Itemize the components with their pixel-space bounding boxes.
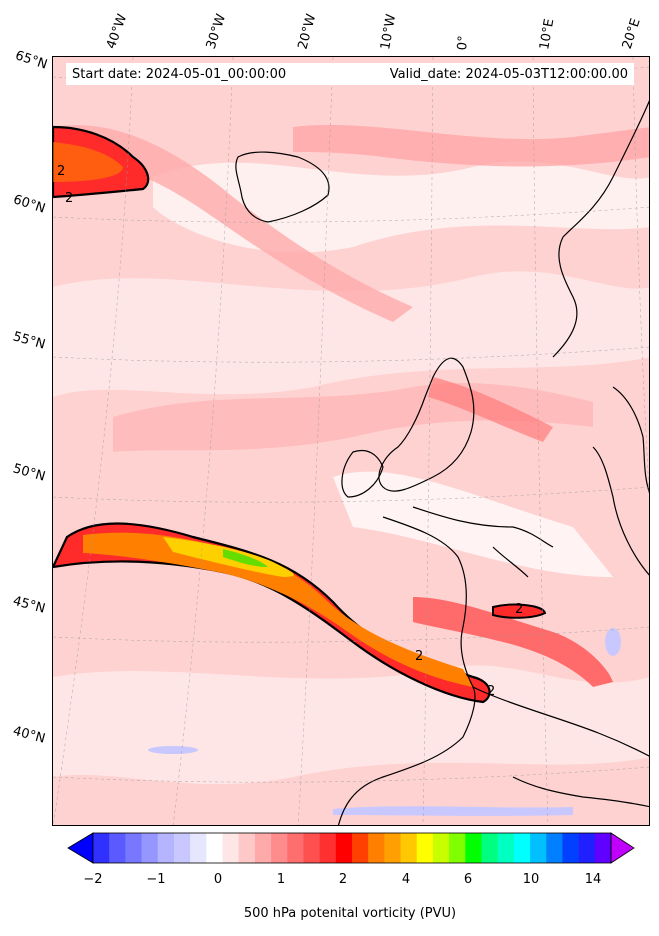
contour-label: 2 [487,684,495,699]
longitude-label: 40°W [103,12,131,51]
colorbar-extend-max [610,832,635,864]
colorbar-swatch [384,833,402,863]
potential-vorticity-map: 2 2 2 2 2 [53,57,649,825]
colorbar-swatch [222,833,240,863]
map-panel: 2 2 2 2 2 [52,56,650,826]
longitude-label: 20°W [295,12,320,51]
colorbar-extend-min [67,832,94,864]
colorbar-swatch [416,833,434,863]
colorbar-swatch [400,833,418,863]
colorbar-swatch [352,833,369,863]
colorbar-swatch [530,833,547,863]
colorbar-swatch [335,833,353,863]
colorbar-tick: 14 [584,872,602,887]
colorbar-swatch [125,833,143,863]
colorbar-frame [92,832,612,864]
colorbar-swatch [254,833,272,863]
colorbar-swatch [449,833,466,863]
latitude-label: 60°N [11,192,48,217]
colorbar-swatch [465,833,483,863]
colorbar-swatch [319,833,337,863]
colorbar-tick: 10 [522,872,540,887]
longitude-label: 30°W [203,12,230,51]
colorbar-swatch [271,833,288,863]
colorbar-swatches [67,832,635,864]
colorbar-swatch [109,833,126,863]
colorbar-swatch [432,833,450,863]
colorbar-tick: −1 [146,872,166,887]
colorbar-swatch [497,833,515,863]
start-date-text: Start date: 2024-05-01_00:00:00 [72,66,287,82]
colorbar-swatch [287,833,305,863]
colorbar-swatch [513,833,531,863]
longitude-label: 10°W [378,13,400,52]
colorbar-swatch [562,833,580,863]
latitude-label: 65°N [13,48,50,73]
colorbar-tick: 2 [338,872,348,887]
colorbar-tick: −2 [83,872,103,887]
latitude-label: 55°N [11,329,47,353]
longitude-label: 20°E [619,16,644,51]
valid-date-text: Valid_date: 2024-05-03T12:00:00.00 [389,66,628,82]
contour-label: 2 [57,164,65,179]
colorbar-title: 500 hPa potenital vorticity (PVU) [243,906,457,921]
latitude-label: 50°N [11,461,47,485]
contour-label: 2 [515,602,523,617]
colorbar-swatch [546,833,564,863]
longitude-label: 10°E [537,17,558,52]
contour-label: 2 [415,649,423,664]
latitude-label: 45°N [11,593,47,617]
colorbar-swatch [578,833,596,863]
colorbar-tick: 1 [276,872,286,887]
colorbar-swatch [368,833,385,863]
latitude-label: 40°N [11,723,47,747]
date-header: Start date: 2024-05-01_00:00:00 Valid_da… [66,63,634,85]
colorbar-tick: 4 [401,872,411,887]
colorbar-tick: 0 [213,872,223,887]
colorbar-swatch [238,833,256,863]
colorbar [67,832,635,864]
longitude-label: 0° [455,34,472,51]
colorbar-swatch [206,833,224,863]
colorbar-tick: 6 [463,872,473,887]
colorbar-swatch [594,833,612,863]
colorbar-swatch [157,833,175,863]
contour-label: 2 [65,191,73,206]
colorbar-swatch [190,833,207,863]
colorbar-swatch [303,833,321,863]
colorbar-swatch [141,833,159,863]
colorbar-swatch [481,833,499,863]
colorbar-swatch [93,833,110,863]
colorbar-swatch [173,833,191,863]
